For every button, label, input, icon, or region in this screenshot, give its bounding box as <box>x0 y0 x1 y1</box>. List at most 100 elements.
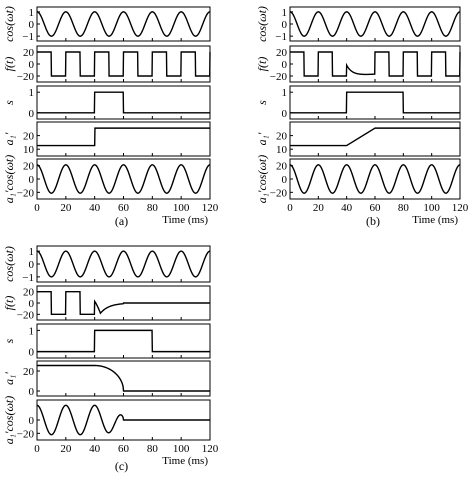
panel-b-3: 1 0 s <box>255 85 461 120</box>
x-tick-label: 40 <box>341 202 353 214</box>
series-line <box>37 290 210 316</box>
panel-a-1: 10−1 cos(ωt) <box>2 6 211 43</box>
y-tick-label: 1 <box>29 87 35 99</box>
y-axis-label: a₁' <box>2 372 16 385</box>
y-tick-label: 0 <box>282 19 288 31</box>
y-tick-label: 0 <box>282 59 288 71</box>
panel-b-2: 200−20f(t) <box>255 45 461 83</box>
y-axis-label: a₁' <box>255 132 269 145</box>
x-tick-label: 40 <box>89 202 101 214</box>
y-tick-label: 0 <box>29 59 35 71</box>
y-tick-label: 0 <box>29 347 35 359</box>
y-tick-label: −20 <box>270 71 288 83</box>
y-tick-label: −20 <box>17 187 35 199</box>
panel-b-1: 10−1 cos(ωt) <box>255 6 461 43</box>
y-tick-label: 0 <box>29 108 35 120</box>
series-line <box>36 11 211 37</box>
series-line <box>290 91 460 114</box>
y-axis-label: a₁'cos(ωt) <box>2 396 16 445</box>
x-tick-label: 0 <box>287 202 293 214</box>
y-axis-label: f(t) <box>2 296 16 311</box>
y-tick-label: 0 <box>282 174 288 186</box>
y-tick-label: −1 <box>22 31 34 43</box>
y-tick-label: 0 <box>29 19 35 31</box>
chart-b: 10−1cos(ωt)200−20f(t)10s2010a₁'200−20a₁'… <box>255 6 469 228</box>
y-axis-label: s <box>255 100 269 105</box>
figure-caption: (a) <box>115 214 128 228</box>
x-tick-label: 20 <box>60 443 72 455</box>
series-line <box>36 250 211 278</box>
panel-frame <box>289 85 461 120</box>
x-tick-label: 120 <box>202 443 219 455</box>
y-axis-label: s <box>2 338 16 343</box>
figure-caption: (b) <box>366 214 380 228</box>
y-axis-label: f(t) <box>2 57 16 72</box>
y-tick-label: 1 <box>29 246 35 258</box>
y-tick-label: 10 <box>23 144 35 156</box>
panel-c-2: 200−20f(t) <box>2 285 211 321</box>
x-tick-label: 120 <box>452 202 469 214</box>
y-tick-label: −20 <box>270 187 288 199</box>
x-tick-label: 40 <box>89 443 101 455</box>
x-tick-label: 80 <box>398 202 410 214</box>
x-tick-label: 80 <box>147 202 159 214</box>
y-tick-label: 0 <box>29 415 35 427</box>
y-tick-label: 0 <box>29 386 35 398</box>
y-tick-label: 0 <box>282 108 288 120</box>
x-tick-label: 60 <box>370 202 382 214</box>
y-tick-label: 20 <box>276 47 288 59</box>
y-tick-label: −20 <box>17 309 35 321</box>
x-tick-label: 20 <box>313 202 325 214</box>
x-tick-label: 80 <box>147 443 159 455</box>
y-axis-label: a₁'cos(ωt) <box>255 155 269 204</box>
y-tick-label: 20 <box>23 161 35 173</box>
y-axis-label: a₁' <box>2 132 16 145</box>
y-tick-label: 1 <box>29 7 35 19</box>
panel-frame <box>289 121 461 157</box>
y-tick-label: 1 <box>29 325 35 337</box>
y-tick-label: 20 <box>23 131 35 143</box>
y-tick-label: 20 <box>276 131 288 143</box>
y-tick-label: −1 <box>275 31 287 43</box>
series-line <box>37 51 211 77</box>
y-axis-label: cos(ωt) <box>2 246 16 282</box>
x-tick-label: 120 <box>202 202 219 214</box>
x-tick-label: 100 <box>173 202 190 214</box>
x-axis-label: Time (ms) <box>162 455 208 467</box>
y-tick-label: 10 <box>276 144 288 156</box>
panel-c-3: 1 0 s <box>2 323 211 359</box>
y-axis-label: cos(ωt) <box>255 6 269 42</box>
figure-caption: (c) <box>115 459 128 473</box>
x-axis-label: Time (ms) <box>162 214 208 226</box>
series-line <box>36 404 210 436</box>
y-tick-label: −20 <box>17 71 35 83</box>
x-tick-label: 60 <box>118 202 130 214</box>
series-line <box>37 127 210 147</box>
panel-frame <box>36 323 211 359</box>
series-line <box>289 164 461 194</box>
y-axis-label: s <box>2 100 16 105</box>
y-tick-label: −20 <box>17 428 35 440</box>
y-axis-label: cos(ωt) <box>2 6 16 42</box>
y-tick-label: 20 <box>23 47 35 59</box>
y-tick-label: 1 <box>282 7 288 19</box>
y-tick-label: 0 <box>29 298 35 310</box>
series-line <box>36 164 211 194</box>
y-tick-label: −1 <box>22 272 34 284</box>
y-tick-label: 0 <box>29 174 35 186</box>
y-tick-label: 20 <box>23 366 35 378</box>
chart-c: 10−1cos(ωt)200−20f(t)10s200a₁'0−20a₁'cos… <box>2 245 219 473</box>
y-tick-label: 0 <box>29 259 35 271</box>
series-line <box>290 51 461 77</box>
x-tick-label: 100 <box>173 443 190 455</box>
y-axis-label: a₁'cos(ωt) <box>2 155 16 204</box>
chart-a: 10−1cos(ωt)200−20f(t)10s2010a₁'200−20a₁'… <box>2 6 219 228</box>
panel-a-2: 200−20f(t) <box>2 45 211 83</box>
panel-c-1: 10−1 cos(ωt) <box>2 245 211 284</box>
panel-c-4: 20 0 a₁' <box>2 360 211 398</box>
